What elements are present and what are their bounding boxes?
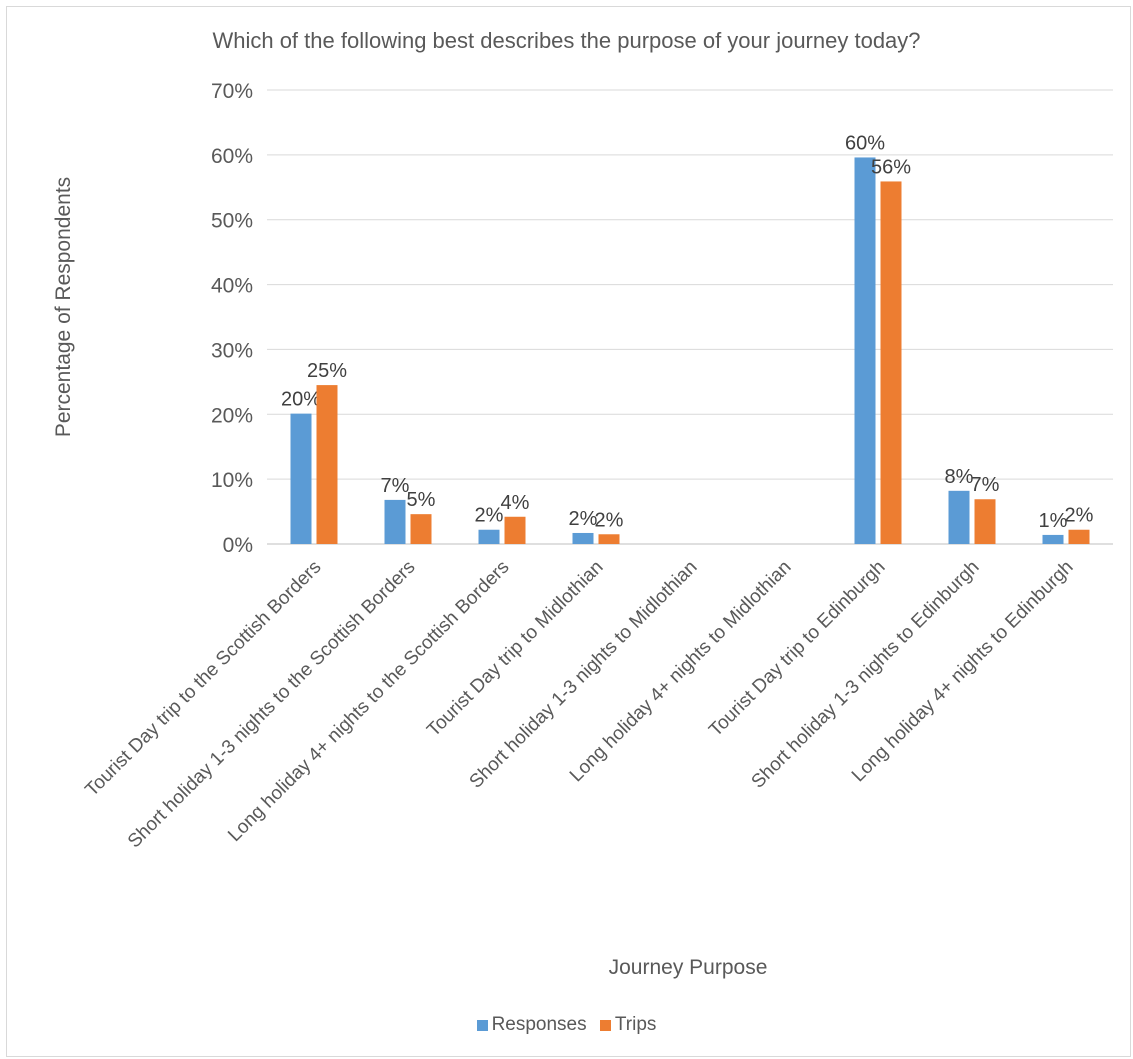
chart-frame [6, 6, 1131, 1057]
legend: Responses Trips [0, 1014, 1133, 1037]
bar-trips [974, 499, 996, 544]
bar-trips [1068, 529, 1090, 544]
data-label-responses: 60% [845, 132, 885, 154]
data-label-trips: 25% [307, 360, 347, 382]
bar-trips [504, 516, 526, 544]
data-label-trips: 7% [971, 474, 1000, 496]
legend-label-responses: Responses [491, 1014, 587, 1035]
bar-responses [854, 157, 876, 545]
data-label-responses: 20% [281, 389, 321, 411]
data-label-trips: 5% [407, 489, 436, 511]
data-label-responses: 2% [475, 505, 504, 527]
data-label-trips: 2% [595, 509, 624, 531]
y-tick-label: 40% [211, 275, 253, 298]
legend-item-trips: Trips [599, 1014, 657, 1036]
bar-responses [948, 490, 970, 544]
x-axis-label: Journey Purpose [608, 956, 768, 979]
y-tick-label: 50% [211, 210, 253, 233]
data-label-trips: 2% [1065, 505, 1094, 527]
legend-swatch-responses [476, 1019, 488, 1031]
data-label-responses: 8% [945, 466, 974, 488]
data-label-responses: 1% [1039, 510, 1068, 532]
legend-item-responses: Responses [476, 1014, 587, 1036]
chart-title: Which of the following best describes th… [212, 28, 921, 53]
bar-responses [1042, 534, 1064, 544]
legend-swatch-trips [599, 1019, 611, 1031]
x-tick-label: Tourist Day trip to Midlothian [423, 557, 607, 741]
y-tick-label: 30% [211, 339, 253, 362]
data-label-responses: 2% [569, 508, 598, 530]
y-tick-label: 20% [211, 404, 253, 427]
y-tick-label: 0% [223, 534, 253, 557]
legend-label-trips: Trips [614, 1014, 657, 1035]
data-label-trips: 4% [501, 492, 530, 514]
y-tick-label: 10% [211, 469, 253, 492]
bar-trips [410, 514, 432, 544]
bar-trips [880, 181, 902, 544]
y-tick-label: 70% [211, 80, 253, 103]
bar-responses [384, 499, 406, 544]
data-label-trips: 56% [871, 156, 911, 178]
bar-trips [598, 534, 620, 544]
bar-trips [316, 385, 338, 544]
x-tick-label: Tourist Day trip to Edinburgh [705, 557, 889, 741]
data-label-responses: 7% [381, 475, 410, 497]
bar-responses [290, 413, 312, 544]
bar-responses [478, 529, 500, 544]
bar-responses [572, 532, 594, 544]
y-tick-label: 60% [211, 145, 253, 168]
